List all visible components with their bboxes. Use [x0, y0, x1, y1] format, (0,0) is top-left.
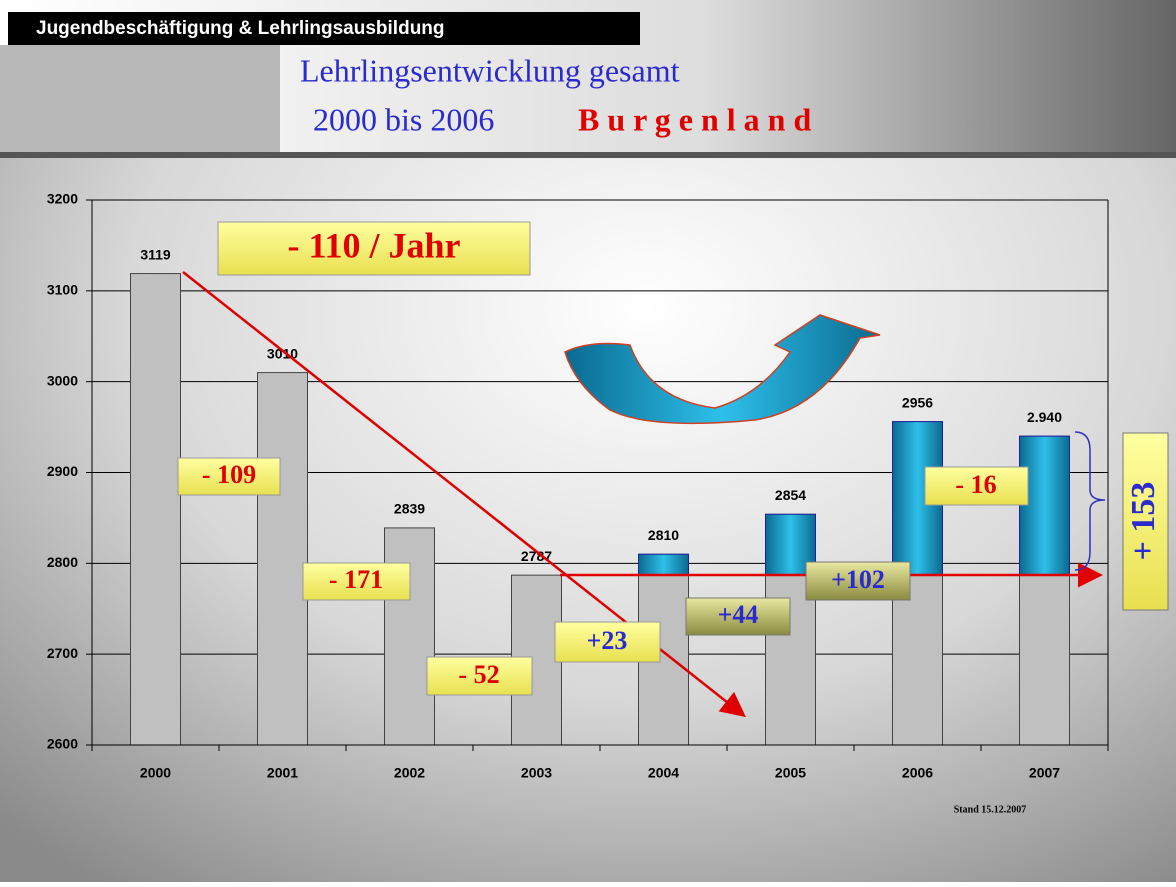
- brace: [1074, 431, 1106, 571]
- note: Stand 15.12.2007: [954, 804, 1027, 815]
- y-tick-label: 2700: [47, 645, 78, 661]
- annotation: - 110 / Jahr: [287, 225, 460, 265]
- value-label: 2810: [648, 527, 679, 543]
- annotation: +102: [831, 565, 885, 594]
- curved-arrow: [564, 314, 881, 425]
- annotation: +44: [718, 600, 759, 629]
- x-tick-label: 2002: [394, 765, 425, 781]
- title: Lehrlingsentwicklung gesamt: [300, 52, 680, 88]
- x-tick-label: 2007: [1029, 765, 1060, 781]
- annotation-box: [685, 597, 791, 636]
- y-tick-label: 3100: [47, 282, 78, 298]
- bar-increase: [638, 553, 689, 576]
- annotation-box: [554, 621, 661, 663]
- value-label: 3119: [140, 246, 171, 262]
- annotation: +23: [587, 626, 628, 655]
- annotation-box: [177, 457, 281, 496]
- region: B u r g e n l a n d: [578, 101, 811, 137]
- annotation-box: [1122, 432, 1169, 611]
- value-label: 2854: [775, 487, 806, 503]
- value-label: 2839: [394, 501, 425, 517]
- x-tick-label: 2005: [775, 765, 806, 781]
- x-tick-label: 2003: [521, 765, 552, 781]
- annotation: - 109: [202, 460, 256, 489]
- y-tick-label: 2600: [47, 736, 78, 752]
- annotation-box: [302, 562, 411, 601]
- annotation-box: [924, 466, 1029, 506]
- value-label: 2.940: [1027, 409, 1062, 425]
- annotations: - 110 / Jahr - 109 - 171 - 52 +23 +44 +1…: [177, 221, 1169, 696]
- bar: [257, 372, 308, 746]
- y-tick-label: 2900: [47, 463, 78, 479]
- subtitle: 2000 bis 2006: [313, 101, 494, 137]
- value-label: 2787: [521, 548, 552, 564]
- value-label: 2956: [902, 394, 933, 410]
- annotation-box: [805, 561, 911, 601]
- x-tick-label: 2001: [267, 765, 298, 781]
- annotation: - 52: [458, 660, 499, 689]
- annotation-box: [426, 656, 533, 696]
- x-tick-label: 2000: [140, 765, 171, 781]
- header-box: [8, 12, 640, 45]
- y-tick-label: 3000: [47, 372, 78, 388]
- annotation: - 171: [329, 565, 383, 594]
- header-rule: [0, 152, 1176, 158]
- header-text: Jugendbeschäftigung & Lehrlingsausbildun…: [36, 18, 445, 39]
- x-tick-label: 2004: [648, 765, 679, 781]
- y-tick-label: 3200: [47, 191, 78, 207]
- annotation: - 16: [955, 470, 996, 499]
- x-tick-label: 2006: [902, 765, 933, 781]
- annotation: + 153: [1125, 482, 1162, 561]
- bar: [384, 527, 435, 746]
- annotation-box: [217, 221, 531, 276]
- bar: [130, 273, 181, 746]
- header-photo: [0, 45, 280, 155]
- bar-increase: [1019, 435, 1070, 576]
- y-tick-label: 2800: [47, 554, 78, 570]
